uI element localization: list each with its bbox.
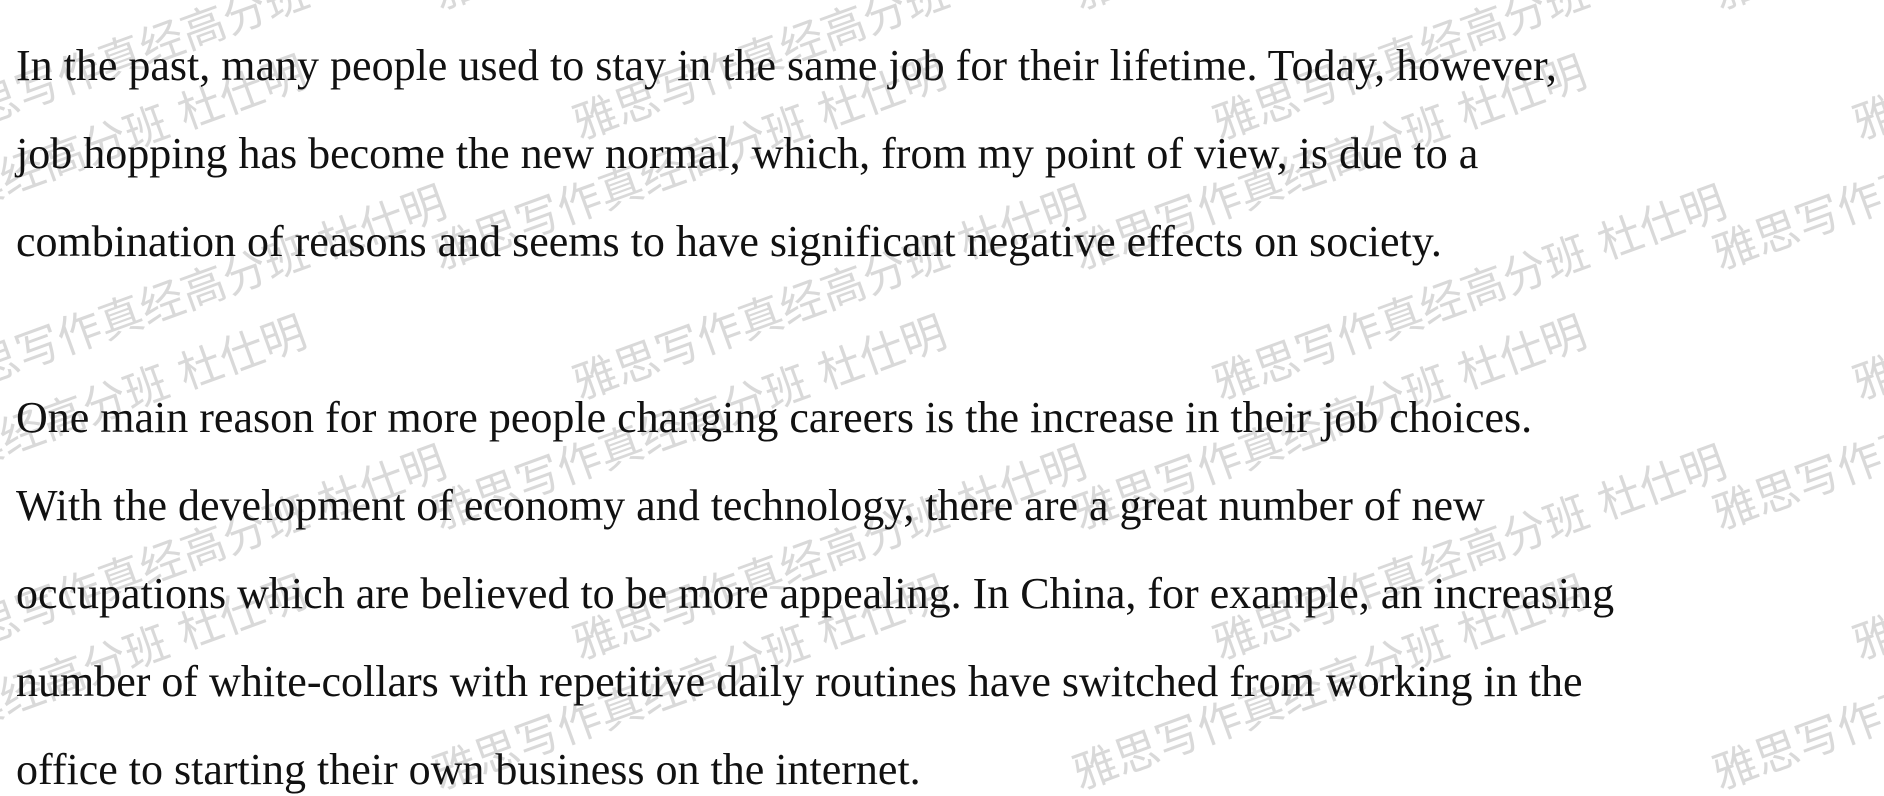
document-body: In the past, many people used to stay in… [16, 22, 1876, 796]
text-line: number of white-collars with repetitive … [16, 657, 1583, 706]
text-line: occupations which are believed to be mor… [16, 569, 1615, 618]
paragraph-2: One main reason for more people changing… [16, 374, 1876, 796]
watermark-text: 雅思写作真经高分班 杜仕明 [1706, 0, 1884, 20]
watermark-text: 雅思写作真经高分班 杜仕明 [426, 0, 953, 20]
paragraph-spacer [16, 286, 1876, 374]
text-line: combination of reasons and seems to have… [16, 217, 1442, 266]
watermark-text: 雅思写作真经高分班 杜仕明 [1066, 0, 1593, 20]
text-line: With the development of economy and tech… [16, 481, 1485, 530]
text-line: office to starting their own business on… [16, 745, 921, 794]
text-line: job hopping has become the new normal, w… [16, 129, 1479, 178]
paragraph-1: In the past, many people used to stay in… [16, 22, 1876, 286]
watermark-text: 雅思写作真经高分班 杜仕明 [0, 0, 313, 20]
text-line: One main reason for more people changing… [16, 393, 1533, 442]
text-line: In the past, many people used to stay in… [16, 41, 1557, 90]
